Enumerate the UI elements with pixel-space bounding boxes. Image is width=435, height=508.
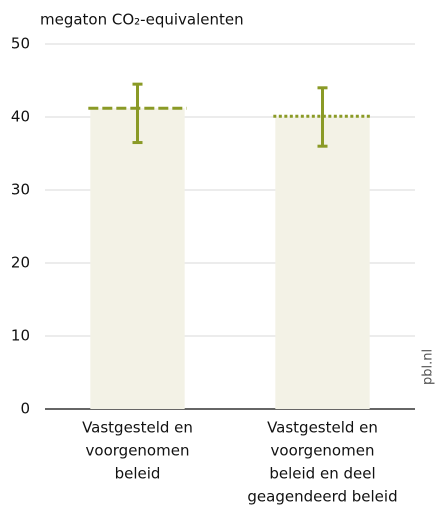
y-tick-label: 10 <box>11 327 30 345</box>
y-axis-label: megaton CO₂-equivalenten <box>40 11 244 29</box>
source: pbl.nl <box>421 349 435 385</box>
y-tick-label: 0 <box>20 400 30 418</box>
x-tick-label: geagendeerd beleid <box>247 488 397 506</box>
y-tick-label: 20 <box>11 254 30 272</box>
x-tick-label: Vastgesteld en <box>267 419 378 437</box>
bar <box>275 116 370 410</box>
x-tick-label: Vastgesteld en <box>82 419 193 437</box>
x-tick-label: voorgenomen <box>271 442 375 460</box>
error-bar <box>317 86 328 148</box>
y-tick-label: 40 <box>11 108 30 126</box>
y-tick-label: 30 <box>11 181 30 199</box>
y-tick-label: 50 <box>11 35 30 53</box>
bar <box>90 108 185 410</box>
x-tick-label: beleid <box>115 465 161 483</box>
x-tick-label: beleid en deel <box>269 465 375 483</box>
x-tick-label: voorgenomen <box>86 442 190 460</box>
error-bar <box>132 82 143 145</box>
